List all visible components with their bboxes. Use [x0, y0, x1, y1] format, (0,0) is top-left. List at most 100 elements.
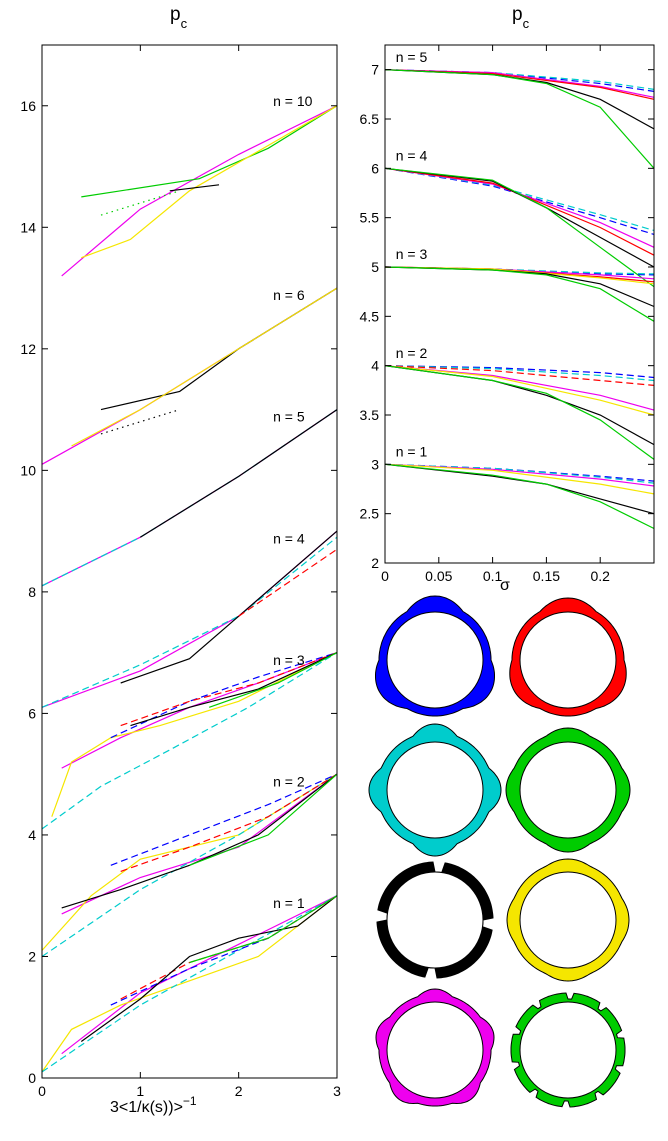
left-n-label: n = 10: [273, 93, 313, 109]
right-series-29-yellow-line: [384, 463, 655, 495]
right-series-27-cyan-line: [384, 463, 655, 484]
right-n-label: n = 1: [396, 443, 428, 459]
left-n-label: n = 2: [273, 773, 305, 789]
left-ytick-label: 6: [28, 705, 36, 721]
blue-shape-inner: [386, 611, 484, 709]
right-xtick-label: 0.05: [425, 568, 452, 584]
right-ytick-label: 7: [371, 62, 379, 78]
left-series-7-black-line: [100, 409, 180, 435]
right-series-26-blue-line: [384, 463, 655, 482]
left-ytick-label: 8: [28, 584, 36, 600]
right-series-19-blue-line: [384, 365, 655, 379]
left-series-group: [41, 105, 338, 1073]
left-series-36-green-line: [189, 895, 338, 964]
right-xtick-label: 0.1: [483, 568, 503, 584]
left-series-9-magenta-line: [41, 409, 338, 587]
left-ytick-label: 0: [28, 1070, 36, 1086]
right-chart: pc 0 0.05 0.1 0.15 0.222.533.544.555.566.57 …: [360, 4, 655, 594]
left-series-8-yellow-line: [71, 287, 338, 447]
left-series-0-magenta-line: [61, 105, 338, 277]
left-n-label: n = 3: [273, 652, 305, 668]
left-series-26-blue-line: [110, 773, 338, 866]
yellow-shape-inner: [519, 871, 617, 969]
right-series-28-magenta-line: [384, 463, 655, 487]
left-ytick-label: 10: [20, 462, 36, 478]
right-xtick-label: 0.2: [590, 568, 610, 584]
magenta-shape-inner: [386, 1001, 484, 1099]
left-ytick-label: 4: [28, 827, 36, 843]
right-series-11-green-line: [384, 167, 655, 288]
left-n-label: n = 6: [273, 287, 305, 303]
red-shape-inner: [519, 611, 617, 709]
right-series-24-black-line: [384, 365, 655, 446]
left-ytick-label: 2: [28, 948, 36, 964]
left-series-13-cyan-line: [41, 536, 338, 708]
right-ytick-label: 3: [371, 456, 379, 472]
right-series-12-blue-line: [384, 266, 655, 276]
green-shape-2: [510, 992, 626, 1108]
left-series-28-black-line: [61, 773, 338, 909]
left-series-12-magenta-line: [41, 530, 338, 708]
left-ytick-label: 16: [20, 98, 36, 114]
right-ytick-label: 4: [371, 358, 379, 374]
left-series-19-blue-line: [110, 652, 338, 739]
left-n-label: n = 4: [273, 530, 305, 546]
right-series-20-cyan-line: [384, 365, 655, 382]
cyan-shape-inner: [386, 741, 484, 839]
left-series-3-black-line: [169, 184, 220, 192]
right-labels-group: n = 5 n = 4 n = 3 n = 2 n = 1: [396, 49, 428, 460]
magenta-shape: [375, 988, 495, 1107]
green-shape: [505, 727, 631, 853]
left-xtick-label: 1: [136, 1083, 144, 1099]
yellow-shape: [506, 858, 630, 982]
right-series-2-magenta-line: [384, 69, 655, 98]
right-series-8-magenta-line: [384, 167, 655, 248]
cyan-shape: [368, 723, 502, 857]
right-series-7-cyan-line: [384, 167, 655, 232]
left-series-15-red-line: [238, 548, 338, 617]
right-ytick-label: 5.5: [360, 210, 380, 226]
right-chart-frame: [384, 44, 655, 564]
left-series-16-magenta-line: [61, 652, 338, 769]
right-ytick-label: 3.5: [360, 407, 380, 423]
blue-shape: [375, 595, 495, 717]
right-ytick-label: 2: [371, 555, 379, 571]
left-xtick-label: 0: [38, 1083, 46, 1099]
left-series-35-black-line: [80, 895, 338, 1042]
left-series-14-black-line: [120, 530, 338, 684]
right-series-31-green-line: [384, 463, 655, 530]
left-chart-title: pc: [170, 4, 188, 31]
right-ytick-label: 5: [371, 259, 379, 275]
left-labels-group: n = 10 n = 6 n = 5 n = 4 n = 3 n = 2 n = 1: [273, 93, 313, 911]
left-series-32-cyan-line: [41, 895, 338, 1073]
left-series-11-black-line: [139, 409, 338, 538]
left-chart-xlabel: 3<1/κ(s))>−1: [110, 1094, 197, 1116]
right-series-1-cyan-line: [384, 69, 655, 90]
left-n-label: n = 5: [273, 409, 305, 425]
right-series-13-cyan-line: [384, 266, 655, 275]
right-ytick-label: 2.5: [360, 506, 380, 522]
right-series-9-red-line: [384, 167, 655, 256]
right-xtick-label: 0.15: [533, 568, 560, 584]
left-chart-frame: [41, 44, 338, 1079]
right-series-21-red-line: [384, 365, 655, 386]
right-series-group: [384, 69, 655, 530]
left-series-22-green-line: [209, 652, 338, 708]
left-series-17-yellow-line: [51, 652, 338, 817]
left-series-1-green-line: [81, 105, 338, 198]
left-series-18-cyan-line: [41, 652, 338, 830]
black-shape: [376, 861, 494, 979]
right-series-25-green-line: [384, 365, 655, 460]
right-xtick-label: 0: [381, 568, 389, 584]
left-series-20-red-line: [120, 652, 338, 727]
right-series-6-blue-line: [384, 167, 655, 235]
left-series-21-black-line: [130, 652, 338, 727]
left-series-31-yellow-line: [41, 895, 338, 1073]
red-shape: [509, 597, 627, 717]
shape-thumbnails: [368, 595, 631, 1108]
left-n-label: n = 1: [273, 895, 305, 911]
left-series-30-magenta-line: [61, 895, 338, 1055]
left-ytick-label: 12: [20, 341, 36, 357]
left-series-6-black-line: [100, 287, 338, 411]
